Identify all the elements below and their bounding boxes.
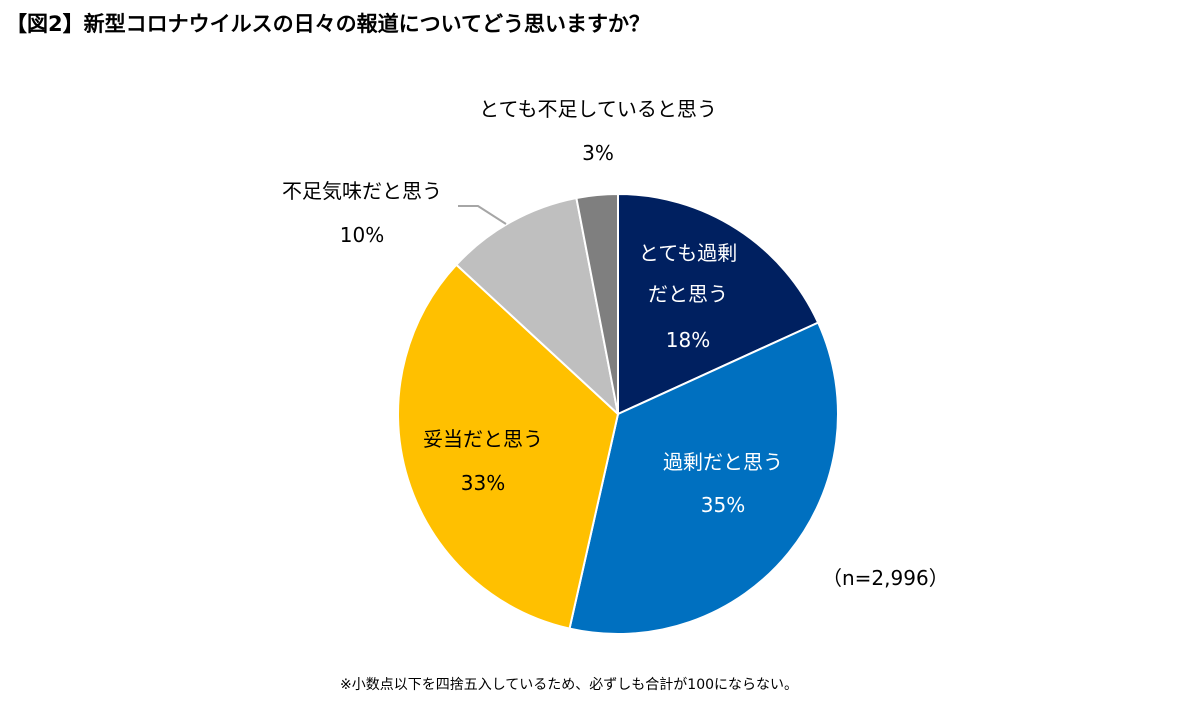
pie-slices <box>397 193 839 635</box>
pie-value-label-2: 35% <box>701 493 745 517</box>
pie-slice-2 <box>568 321 839 635</box>
pie-label-1-line-2: だと思う <box>648 282 728 306</box>
chart-title: 【図2】新型コロナウイルスの日々の報道についてどう思いますか？ <box>6 12 650 36</box>
pie-value-label-4: 10% <box>340 223 384 247</box>
pie-label-3-line-1: 妥当だと思う <box>423 427 543 451</box>
pie-slice-4 <box>455 196 619 415</box>
pie-label-4-line-1: 不足気味だと思う <box>282 179 442 203</box>
pie-slice-3 <box>397 263 619 630</box>
pie-label-1-line-1: とても過剰 <box>639 241 737 265</box>
pie-label-5-line-1: とても不足していると思う <box>479 97 717 121</box>
pie-slice-5 <box>575 193 619 415</box>
pie-slice-1 <box>617 193 820 415</box>
leader-line-insufficient <box>458 205 507 225</box>
pie-value-label-3: 33% <box>461 471 505 495</box>
footnote: ※小数点以下を四捨五入しているため、必ずしも合計が100にならない。 <box>340 677 799 693</box>
pie-label-2-line-1: 過剰だと思う <box>663 450 783 474</box>
pie-value-label-1: 18% <box>666 328 710 352</box>
sample-size-label: （n=2,996） <box>822 566 949 590</box>
pie-value-label-5: 3% <box>582 141 614 165</box>
